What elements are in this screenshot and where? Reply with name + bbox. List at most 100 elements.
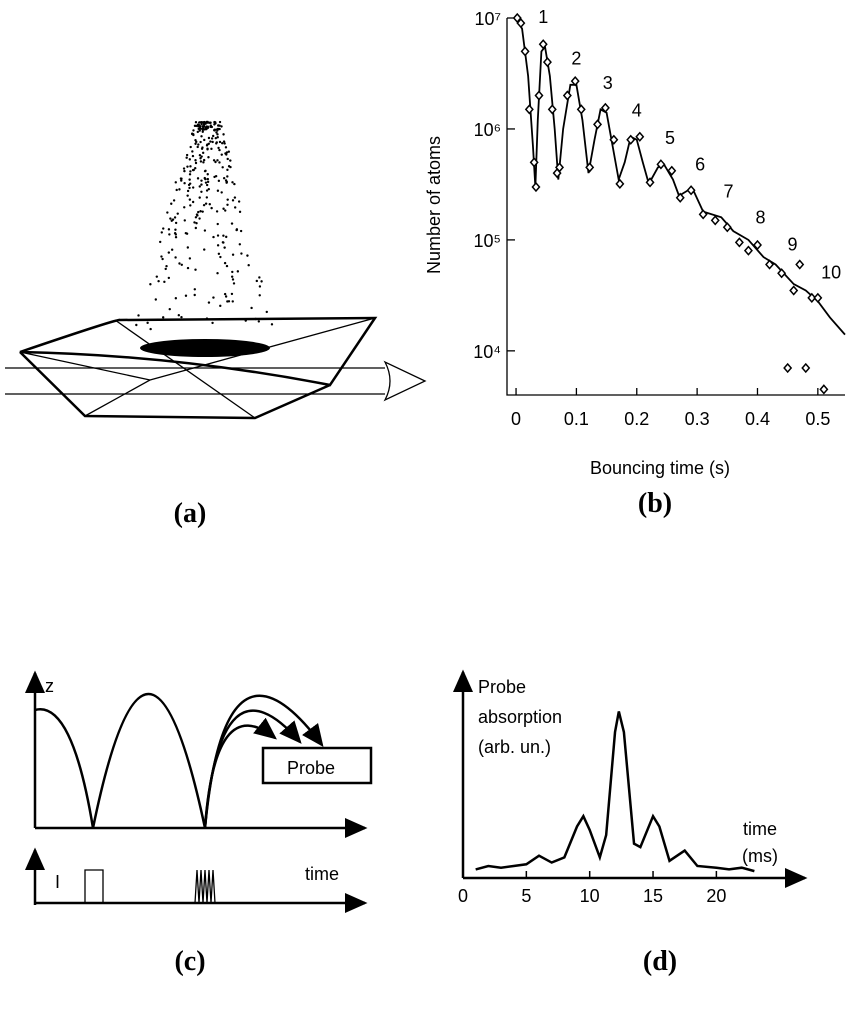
- data-point: [813, 292, 823, 304]
- data-point: [667, 165, 677, 176]
- data-point: [710, 215, 720, 226]
- atom-dot: [225, 151, 229, 154]
- atom-dot: [201, 151, 205, 155]
- atom-dot: [233, 182, 236, 186]
- data-point: [765, 259, 775, 270]
- atom-dot: [222, 133, 225, 136]
- atom-dot: [226, 175, 229, 178]
- y-tick-label: 10⁴: [473, 342, 501, 362]
- x-tick-label: 10: [580, 886, 600, 906]
- atom-dot: [185, 153, 189, 157]
- atom-dot: [206, 147, 209, 150]
- atom-dot: [166, 211, 169, 214]
- atom-dot: [218, 318, 222, 321]
- x-tick-label: 0.3: [685, 409, 710, 429]
- bounce-number: 8: [755, 208, 765, 228]
- atom-dot: [224, 179, 228, 182]
- atom-dot: [205, 196, 209, 199]
- atom-dot: [201, 210, 204, 213]
- atom-dot: [194, 268, 197, 271]
- atom-dot: [178, 262, 181, 265]
- atom-dot: [215, 210, 219, 213]
- atom-dot: [180, 315, 183, 319]
- atom-mirror-drawing: [5, 120, 427, 420]
- atom-dot: [167, 251, 171, 254]
- atom-dot: [203, 128, 206, 131]
- atom-dot: [167, 228, 171, 231]
- bounce-number: 5: [665, 128, 675, 148]
- atom-dot: [224, 209, 227, 212]
- data-point: [752, 239, 762, 251]
- atom-dot: [185, 232, 189, 235]
- atom-dot: [225, 235, 228, 239]
- atom-dot: [202, 161, 205, 164]
- atom-dot: [216, 136, 219, 139]
- axis-label: I: [55, 872, 60, 892]
- atom-dot: [193, 293, 196, 297]
- atom-dot: [196, 177, 200, 180]
- atom-dot: [188, 257, 192, 260]
- x-tick-label: 0: [511, 409, 521, 429]
- atom-dot: [154, 298, 157, 301]
- atom-dot: [212, 159, 216, 162]
- atom-dot: [227, 300, 231, 303]
- data-point: [542, 57, 552, 68]
- atom-dot: [219, 304, 222, 308]
- atom-dot: [161, 316, 165, 319]
- atom-dot: [169, 217, 172, 220]
- x-axis-label: time: [743, 819, 777, 839]
- bounce-number: 2: [571, 49, 581, 69]
- atom-dot: [199, 157, 202, 160]
- atom-dot: [183, 182, 186, 185]
- atom-dot: [216, 133, 219, 136]
- atom-dot: [220, 191, 223, 194]
- atom-dot: [196, 123, 200, 126]
- atom-dot: [192, 129, 195, 132]
- atom-dot: [247, 264, 250, 267]
- atom-dot: [206, 180, 210, 184]
- atom-dot: [188, 186, 191, 190]
- atom-dot: [207, 187, 211, 191]
- data-point: [645, 177, 655, 188]
- atom-dot: [188, 173, 192, 176]
- atom-dot: [210, 125, 214, 129]
- atom-dot: [207, 136, 211, 140]
- atom-dot: [186, 246, 190, 249]
- atom-dot: [191, 186, 195, 189]
- atom-dot: [265, 310, 268, 314]
- atom-dot: [226, 203, 229, 206]
- atom-dot: [227, 165, 231, 168]
- y-tick-label: 10⁶: [474, 120, 501, 140]
- data-point: [524, 104, 534, 115]
- atom-dot: [194, 159, 197, 162]
- atom-dot: [199, 210, 202, 213]
- atom-dot: [198, 217, 201, 220]
- atom-dot: [260, 280, 263, 283]
- atom-dot: [204, 202, 208, 205]
- atom-dot: [214, 122, 217, 125]
- atom-dot: [191, 150, 194, 153]
- atom-dot: [197, 127, 200, 131]
- atom-dot: [198, 185, 201, 188]
- data-point: [626, 134, 636, 145]
- data-point: [743, 245, 753, 256]
- atom-dot: [236, 270, 240, 273]
- atom-dot: [222, 234, 225, 237]
- atom-dot: [182, 167, 186, 170]
- atom-dot: [206, 143, 209, 146]
- data-point: [593, 119, 603, 130]
- atom-dot: [135, 323, 138, 327]
- atom-dot: [194, 138, 197, 142]
- atom-dot: [155, 275, 159, 278]
- bounce-number: 6: [695, 155, 705, 175]
- atom-dot: [258, 276, 261, 279]
- atom-dot: [225, 181, 228, 184]
- atom-dot: [198, 129, 201, 132]
- data-point: [547, 104, 557, 115]
- atom-dot: [200, 135, 203, 138]
- atom-dot: [221, 241, 225, 244]
- atom-dot: [210, 206, 213, 210]
- atom-dot: [204, 181, 208, 184]
- atom-dot: [162, 227, 165, 230]
- atom-dot: [174, 221, 178, 225]
